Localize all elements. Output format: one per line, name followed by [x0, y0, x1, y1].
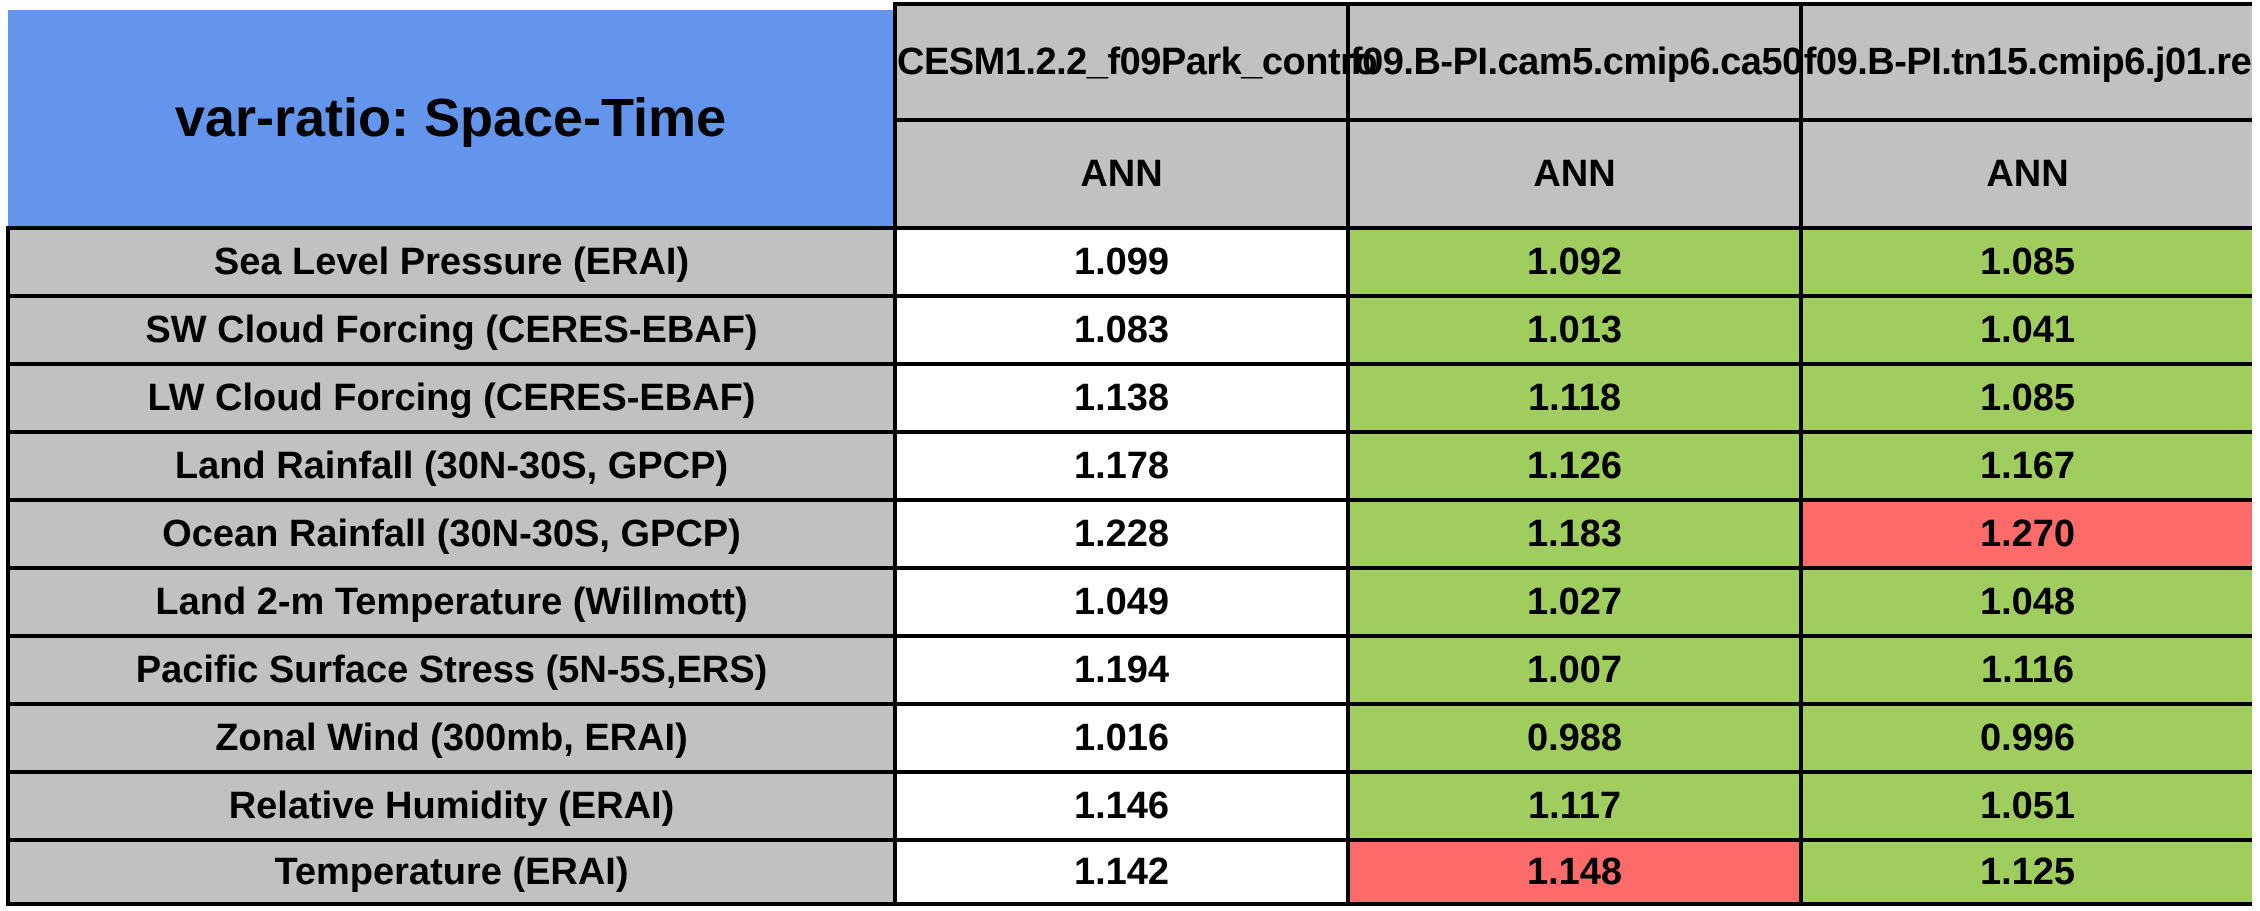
- value-cell: 1.041: [1799, 294, 2252, 362]
- table-row: Zonal Wind (300mb, ERAI) 1.016 0.988 0.9…: [6, 702, 2252, 770]
- table-row: Land Rainfall (30N-30S, GPCP) 1.178 1.12…: [6, 430, 2252, 498]
- table-row: Ocean Rainfall (30N-30S, GPCP) 1.228 1.1…: [6, 498, 2252, 566]
- table-row: Temperature (ERAI) 1.142 1.148 1.125: [6, 838, 2252, 906]
- value-cell: 1.194: [893, 634, 1346, 702]
- value-cell: 1.118: [1346, 362, 1799, 430]
- value-cell: 1.117: [1346, 770, 1799, 838]
- value-cell: 1.148: [1346, 838, 1799, 906]
- value-cell: 1.178: [893, 430, 1346, 498]
- column-header-season-1: ANN: [893, 118, 1346, 226]
- model-header-row: var-ratio: Space-Time CESM1.2.2_f09Park_…: [6, 2, 2252, 226]
- value-cell: 1.007: [1346, 634, 1799, 702]
- value-cell: 1.016: [893, 702, 1346, 770]
- table-row: Land 2-m Temperature (Willmott) 1.049 1.…: [6, 566, 2252, 634]
- value-cell: 1.099: [893, 226, 1346, 294]
- row-label: Land 2-m Temperature (Willmott): [6, 566, 893, 634]
- value-cell: 1.027: [1346, 566, 1799, 634]
- table-row: Sea Level Pressure (ERAI) 1.099 1.092 1.…: [6, 226, 2252, 294]
- value-cell: 1.270: [1799, 498, 2252, 566]
- table-row: SW Cloud Forcing (CERES-EBAF) 1.083 1.01…: [6, 294, 2252, 362]
- value-cell: 1.142: [893, 838, 1346, 906]
- value-cell: 1.138: [893, 362, 1346, 430]
- table-title: var-ratio: Space-Time: [6, 2, 893, 226]
- value-cell: 1.051: [1799, 770, 2252, 838]
- row-label: Ocean Rainfall (30N-30S, GPCP): [6, 498, 893, 566]
- season-header-row: ANN ANN ANN: [6, 118, 2252, 226]
- value-cell: 1.125: [1799, 838, 2252, 906]
- table-row: Relative Humidity (ERAI) 1.146 1.117 1.0…: [6, 770, 2252, 838]
- value-cell: 1.116: [1799, 634, 2252, 702]
- var-ratio-table: var-ratio: Space-Time CESM1.2.2_f09Park_…: [6, 2, 2252, 906]
- row-label: Relative Humidity (ERAI): [6, 770, 893, 838]
- row-label: Land Rainfall (30N-30S, GPCP): [6, 430, 893, 498]
- row-label: Sea Level Pressure (ERAI): [6, 226, 893, 294]
- value-cell: 1.083: [893, 294, 1346, 362]
- row-label: LW Cloud Forcing (CERES-EBAF): [6, 362, 893, 430]
- column-header-model-3: f09.B-PI.tn15.cmip6.j01.re: [1799, 2, 2252, 118]
- row-label: Pacific Surface Stress (5N-5S,ERS): [6, 634, 893, 702]
- value-cell: 1.228: [893, 498, 1346, 566]
- value-cell: 1.183: [1346, 498, 1799, 566]
- value-cell: 1.013: [1346, 294, 1799, 362]
- row-label: Zonal Wind (300mb, ERAI): [6, 702, 893, 770]
- row-label: Temperature (ERAI): [6, 838, 893, 906]
- value-cell: 1.085: [1799, 362, 2252, 430]
- table-row: LW Cloud Forcing (CERES-EBAF) 1.138 1.11…: [6, 362, 2252, 430]
- value-cell: 1.146: [893, 770, 1346, 838]
- column-header-season-2: ANN: [1346, 118, 1799, 226]
- table-row: Pacific Surface Stress (5N-5S,ERS) 1.194…: [6, 634, 2252, 702]
- value-cell: 0.996: [1799, 702, 2252, 770]
- column-header-model-1: CESM1.2.2_f09Park_contro: [893, 2, 1378, 118]
- column-header-model-2: f09.B-PI.cam5.cmip6.ca50: [1346, 2, 1803, 118]
- value-cell: 0.988: [1346, 702, 1799, 770]
- value-cell: 1.092: [1346, 226, 1799, 294]
- column-header-season-3: ANN: [1799, 118, 2252, 226]
- value-cell: 1.126: [1346, 430, 1799, 498]
- value-cell: 1.085: [1799, 226, 2252, 294]
- row-label: SW Cloud Forcing (CERES-EBAF): [6, 294, 893, 362]
- value-cell: 1.167: [1799, 430, 2252, 498]
- table-body: var-ratio: Space-Time CESM1.2.2_f09Park_…: [6, 2, 2252, 906]
- value-cell: 1.049: [893, 566, 1346, 634]
- value-cell: 1.048: [1799, 566, 2252, 634]
